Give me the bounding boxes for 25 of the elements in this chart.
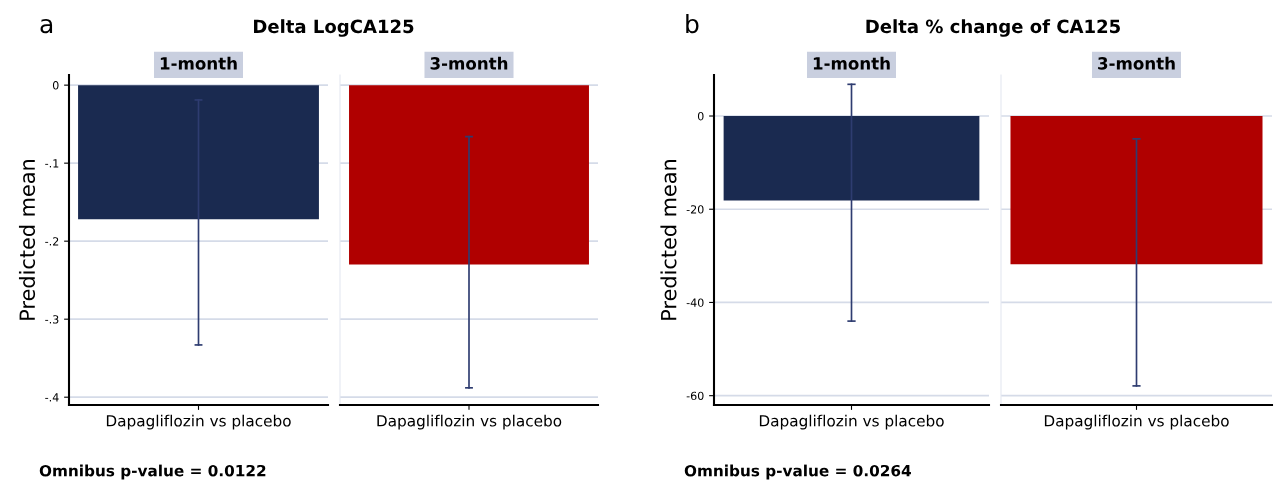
y-axis-title: Predicted mean xyxy=(660,160,677,320)
y-tick-label: -.2 xyxy=(45,237,59,246)
text: b xyxy=(686,13,699,34)
y-tick-label: -.4 xyxy=(45,393,59,402)
text: Omnibus p-value = 0.0122 xyxy=(39,464,266,480)
text: Omnibus p-value = 0.0264 xyxy=(684,464,911,480)
x-tick-label: Dapagliflozin vs placebo xyxy=(377,414,562,430)
x-tick-label: Dapagliflozin vs placebo xyxy=(1044,414,1229,430)
chart-title: 1-month xyxy=(813,56,890,70)
y-tick-label: -40 xyxy=(686,298,704,307)
y-tick-label: -60 xyxy=(686,391,704,401)
x-tick-label: Dapagliflozin vs placebo xyxy=(106,414,291,430)
text: a xyxy=(40,18,53,34)
chart-title: 3-month xyxy=(1098,56,1175,70)
x-tick-label: Dapagliflozin vs placebo xyxy=(759,414,944,430)
chart-title: 3-month xyxy=(430,56,508,70)
y-tick-label: 0 xyxy=(697,111,704,121)
y-tick-label: -20 xyxy=(686,205,704,214)
text: Delta % change of CA125 xyxy=(866,19,1120,37)
text: Delta LogCA125 xyxy=(254,19,414,37)
y-axis-title: Predicted mean xyxy=(18,160,36,320)
y-tick-label: 0 xyxy=(52,81,59,90)
y-tick-label: -.1 xyxy=(45,159,59,168)
chart-title: 1-month xyxy=(160,56,237,70)
y-tick-label: -.3 xyxy=(45,315,59,324)
